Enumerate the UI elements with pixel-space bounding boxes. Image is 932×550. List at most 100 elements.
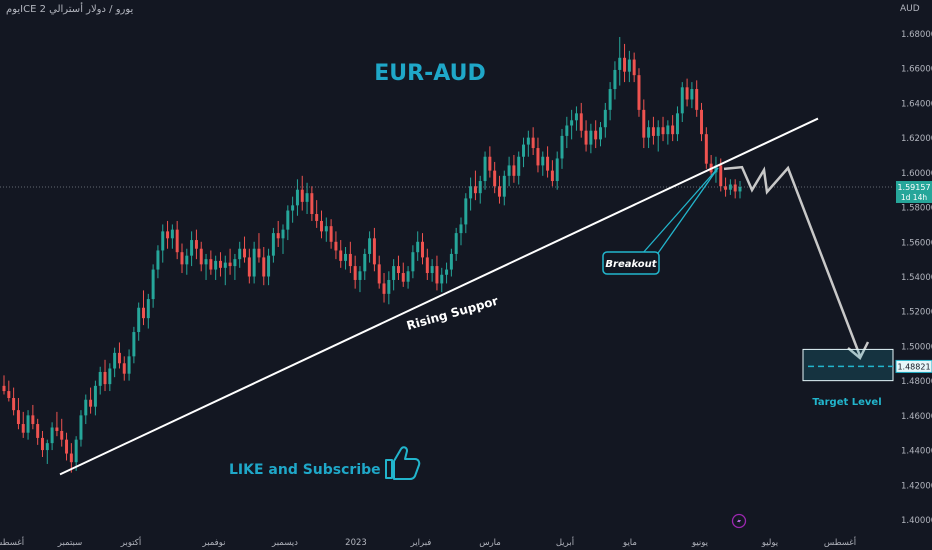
projection-arrowhead xyxy=(847,341,870,360)
candle-body xyxy=(372,238,376,265)
candle-body xyxy=(315,214,319,221)
candle-body xyxy=(204,259,208,265)
candle-body xyxy=(300,189,304,202)
candle-body xyxy=(334,241,338,251)
candle-body xyxy=(65,439,69,454)
candle-body xyxy=(627,59,631,72)
candle-body xyxy=(276,233,280,239)
candle-body xyxy=(324,226,328,232)
y-tick-label: 1.64000 xyxy=(901,99,932,109)
candle-body xyxy=(608,89,612,110)
y-tick-label: 1.68000 xyxy=(901,30,932,40)
candle-body xyxy=(440,274,444,284)
candle-body xyxy=(637,75,641,110)
candle-body xyxy=(425,257,429,274)
y-tick-label: 1.48000 xyxy=(901,377,932,387)
y-tick-label: 1.66000 xyxy=(901,65,932,75)
candle-body xyxy=(690,89,694,100)
candle-body xyxy=(728,184,732,190)
candle-body xyxy=(40,437,44,451)
candle-body xyxy=(714,165,718,173)
candle-body xyxy=(401,273,405,282)
candle-body xyxy=(618,57,622,70)
candle-body xyxy=(137,307,141,333)
symbol-label: يورو / دولار أسترالي ICE 2يوم xyxy=(6,4,134,15)
candle-body xyxy=(536,148,540,166)
candle-body xyxy=(2,385,6,392)
y-tick-label: 1.46000 xyxy=(901,412,932,422)
lightning-icon-bolt xyxy=(737,517,741,525)
candle-body xyxy=(353,266,357,280)
candle-body xyxy=(411,252,415,272)
candle-body xyxy=(271,233,275,256)
candle-body xyxy=(170,229,174,239)
candle-body xyxy=(344,253,348,261)
lightning-icon-ring xyxy=(731,513,747,529)
candle-body xyxy=(613,69,617,90)
chart-title: EUR-AUD xyxy=(374,61,485,86)
candle-body xyxy=(329,226,333,242)
x-tick-label: سبتمبر xyxy=(57,538,82,548)
candle-body xyxy=(565,125,569,136)
candle-body xyxy=(459,224,463,234)
candle-body xyxy=(84,399,88,416)
candle-body xyxy=(675,113,679,135)
candle-body xyxy=(218,260,222,268)
candle-body xyxy=(348,253,352,267)
candle-body xyxy=(156,250,160,270)
candle-body xyxy=(449,253,453,270)
candle-body xyxy=(151,269,155,300)
x-tick-label: أغسطس xyxy=(824,536,856,548)
candle-body xyxy=(339,250,343,261)
y-tick-label: 1.40000 xyxy=(901,516,932,526)
candle-body xyxy=(704,134,708,164)
candle-body xyxy=(738,186,742,192)
candle-body xyxy=(45,443,49,451)
candle-body xyxy=(526,137,530,145)
axis-layer: 1.68000 1.66000 1.64000 1.62000 1.60000 1.580… xyxy=(0,30,932,548)
candle-body xyxy=(377,264,381,284)
candle-body xyxy=(199,248,203,265)
candle-body xyxy=(502,175,506,197)
x-tick-label: فبراير xyxy=(410,538,432,548)
y-tick-label: 1.58000 xyxy=(901,204,932,214)
thumbs-up-icon xyxy=(385,446,421,480)
candle-body xyxy=(368,238,372,254)
y-tick-label: 1.56000 xyxy=(901,238,932,248)
candle-body xyxy=(12,398,16,411)
rising-support-line xyxy=(59,117,819,476)
breakout-connector xyxy=(641,167,719,255)
candle-body xyxy=(228,262,232,267)
candle-body xyxy=(238,248,242,260)
candle-body xyxy=(223,262,227,268)
breakout-connector xyxy=(655,167,719,257)
x-tick-label: مايو xyxy=(622,538,637,548)
candle-body xyxy=(599,127,602,140)
y-tick-label: 1.44000 xyxy=(901,447,932,457)
candle-body xyxy=(146,299,150,319)
candle-body xyxy=(267,255,271,277)
candle-body xyxy=(584,130,588,145)
candle-body xyxy=(421,241,425,258)
lightning-icon xyxy=(731,513,747,529)
candle-body xyxy=(445,269,449,275)
target-level-label: Target Level xyxy=(812,397,881,408)
candle-body xyxy=(79,415,83,440)
breakout-box xyxy=(602,251,660,275)
y-tick-label: 1.62000 xyxy=(901,134,932,144)
candle-body xyxy=(363,253,367,272)
candle-body xyxy=(700,109,704,135)
candle-body xyxy=(550,170,554,182)
candle-body xyxy=(36,424,40,438)
candle-body xyxy=(647,127,651,138)
target-price-badge: 1.48821 xyxy=(895,359,932,373)
candle-body xyxy=(651,127,655,136)
current-price-badge-bg xyxy=(896,180,932,203)
candle-body xyxy=(117,352,121,364)
candle-body xyxy=(473,186,477,194)
